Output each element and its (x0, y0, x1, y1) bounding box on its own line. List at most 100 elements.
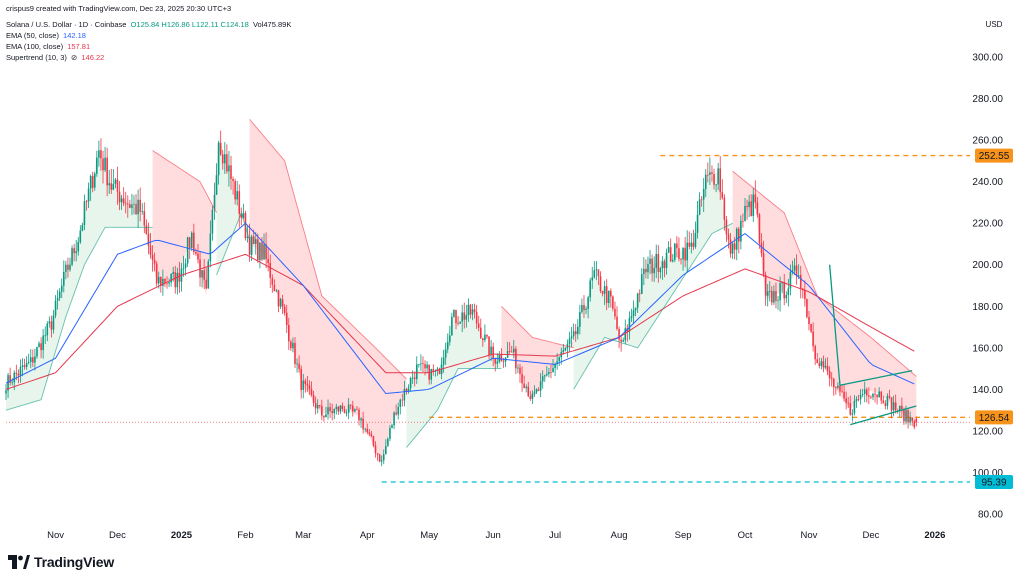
price-axis[interactable]: USD 80.00 100.00 120.00 140.00 160.00 180.00 20… (972, 20, 1003, 521)
candle (599, 271, 602, 294)
ema100-legend-row[interactable]: EMA (100, close) 157.81 (6, 41, 90, 52)
candle (25, 356, 28, 370)
candle (240, 207, 243, 226)
candle (298, 355, 300, 373)
ema50-label[interactable]: EMA (50, close) (6, 31, 59, 40)
candle (783, 274, 786, 306)
candle (696, 201, 699, 239)
supertrend-up-line (406, 368, 502, 448)
candle-body (760, 243, 763, 254)
candle (713, 168, 715, 190)
x-tick-label: Feb (237, 530, 253, 541)
candle-body (50, 321, 53, 330)
candle-body (230, 165, 232, 179)
candle-body (564, 348, 567, 351)
candle (65, 260, 67, 280)
candle-body (413, 377, 416, 380)
candle-body (77, 242, 80, 252)
candle-body (7, 375, 9, 391)
time-axis[interactable]: Nov Dec 2025 Feb Mar Apr May Jun Jul Aug Sep Oct Nov… (47, 530, 945, 541)
candle-body (46, 323, 49, 336)
candle-body (133, 203, 135, 205)
candle-body (224, 154, 226, 164)
candle-body (405, 389, 408, 392)
candle (762, 240, 765, 278)
ema50-legend-row[interactable]: EMA (50, close) 142.18 (6, 30, 86, 41)
y-tick-label: 280.00 (972, 94, 1003, 105)
candle-body (13, 372, 16, 383)
candle (477, 315, 480, 332)
candle-body (207, 261, 210, 289)
candle (738, 226, 740, 254)
candle-body (174, 272, 177, 288)
candle (174, 265, 177, 294)
candle (766, 283, 769, 307)
candle-body (612, 296, 614, 309)
candle-body (219, 142, 222, 155)
candle-body (279, 299, 282, 307)
candle (628, 311, 631, 340)
candle-body (151, 254, 154, 260)
candle-body (901, 405, 903, 410)
candle (543, 374, 546, 382)
candle (149, 232, 152, 259)
candle-body (543, 375, 546, 377)
candle-body (657, 254, 660, 273)
candle (709, 157, 711, 185)
candle-body (694, 232, 697, 247)
symbol-name[interactable]: Solana / U.S. Dollar · 1D · Coinbase (6, 20, 127, 29)
candle-body (640, 274, 643, 294)
y-tick-label: 240.00 (972, 177, 1003, 188)
candle-body (570, 336, 573, 339)
candle (861, 388, 864, 398)
candle-body (329, 407, 331, 412)
candle-body (721, 192, 724, 198)
candle-body (686, 242, 688, 261)
candle-body (835, 387, 837, 389)
candle-body (442, 357, 445, 365)
tradingview-logo[interactable]: TradingView (8, 554, 114, 570)
candle (746, 199, 748, 220)
y-tick-label: 100.00 (972, 468, 1003, 479)
candle-body (911, 417, 914, 422)
candle (593, 261, 596, 279)
candle (742, 213, 744, 228)
ema100-label[interactable]: EMA (100, close) (6, 42, 64, 51)
candle (77, 237, 80, 256)
candle-body (661, 261, 664, 269)
candle (106, 147, 108, 197)
candle-body (601, 291, 604, 294)
candle-body (463, 312, 466, 320)
candle-body (147, 234, 150, 246)
candle (752, 187, 755, 223)
candle (541, 370, 544, 389)
candle-body (263, 244, 265, 260)
candle-body (669, 247, 672, 262)
candle-body (126, 203, 129, 205)
supertrend-label[interactable]: Supertrend (10, 3) (6, 53, 67, 62)
candle-body (797, 275, 800, 277)
candle-body (787, 288, 790, 296)
candle-body (339, 405, 342, 412)
candle (779, 276, 781, 312)
candle (605, 279, 608, 311)
symbol-legend-row[interactable]: Solana / U.S. Dollar · 1D · Coinbase O12… (6, 19, 291, 30)
candle-body (746, 205, 748, 207)
candle-body (81, 224, 84, 231)
candle (884, 400, 887, 410)
candle (771, 285, 773, 306)
candle-body (380, 460, 383, 462)
candle (139, 187, 141, 222)
candle (347, 398, 350, 420)
candle-body (290, 341, 292, 349)
hidden-eye-icon[interactable]: ⊘ (70, 53, 78, 62)
candle-body (234, 181, 236, 200)
candle (418, 364, 420, 368)
candle-body (178, 272, 181, 282)
candle (224, 142, 226, 174)
y-tick-label: 80.00 (978, 510, 1003, 521)
supertrend-legend-row[interactable]: Supertrend (10, 3) ⊘ 146.22 (6, 52, 104, 63)
candle (849, 395, 852, 416)
chart-credit: crispus9 created with TradingView.com, D… (6, 4, 232, 13)
